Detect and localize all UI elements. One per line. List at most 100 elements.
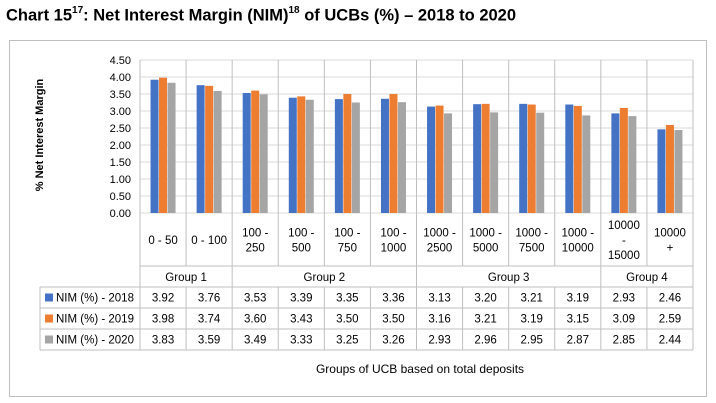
legend-label: NIM (%) - 2019: [56, 314, 134, 326]
legend-key: [45, 314, 53, 323]
bar: [167, 82, 176, 213]
x-tick-label: 250: [246, 243, 265, 255]
data-label: 3.43: [290, 314, 312, 326]
bar: [159, 77, 168, 214]
chart-title-prefix: Chart 15: [6, 6, 73, 25]
bar: [213, 90, 222, 213]
data-label: 3.74: [198, 314, 221, 326]
data-label: 2.85: [613, 335, 635, 347]
data-label: 3.15: [567, 314, 589, 326]
legend-key: [45, 335, 53, 344]
bar: [536, 112, 545, 213]
x-tick-label: +: [667, 243, 674, 255]
legend-label: NIM (%) - 2018: [56, 293, 134, 305]
bar: [288, 97, 297, 213]
bar: [527, 104, 536, 213]
bar: [565, 104, 574, 213]
data-label: 3.39: [290, 293, 312, 305]
x-tick-label: 10000: [562, 243, 594, 255]
data-label: 3.26: [382, 335, 404, 347]
bar: [380, 98, 389, 213]
bar: [444, 113, 453, 213]
bar: [490, 112, 499, 213]
data-label: 3.49: [244, 335, 266, 347]
data-label: 3.36: [382, 293, 404, 305]
y-axis-label: % Net Interest Margin: [34, 78, 46, 191]
data-label: 3.19: [567, 293, 589, 305]
data-label: 2.59: [659, 314, 681, 326]
data-label: 3.20: [474, 293, 496, 305]
data-label: 2.93: [613, 293, 635, 305]
bar: [351, 102, 360, 213]
data-label: 3.21: [474, 314, 496, 326]
y-tick-label: 1.00: [110, 174, 131, 186]
legend-label: NIM (%) - 2020: [56, 335, 134, 347]
chart-title: Chart 1517: Net Interest Margin (NIM)18 …: [6, 5, 517, 26]
y-tick-label: 3.50: [110, 89, 131, 101]
x-tick-label: 100 -: [334, 228, 360, 240]
chart-title-suffix: of UCBs (%) – 2018 to 2020: [299, 6, 517, 25]
bar: [611, 113, 620, 213]
data-label: 3.50: [336, 314, 358, 326]
bar: [397, 102, 406, 213]
x-tick-label: 15000: [608, 250, 640, 262]
x-tick-label: -: [622, 235, 626, 247]
data-label: 3.59: [198, 335, 220, 347]
bar: [297, 96, 306, 213]
data-label: 3.83: [152, 335, 174, 347]
data-label: 3.25: [336, 335, 358, 347]
x-tick-label: 750: [338, 243, 357, 255]
bar: [389, 94, 398, 213]
x-tick-label: 100 -: [380, 228, 406, 240]
data-label: 3.13: [428, 293, 450, 305]
bar: [665, 124, 674, 213]
bar: [435, 105, 444, 213]
data-label: 3.60: [244, 314, 266, 326]
x-tick-label: 0 - 100: [191, 235, 227, 247]
bar: [196, 85, 205, 213]
bar: [205, 85, 214, 213]
bar: [150, 79, 159, 213]
y-tick-label: 0.50: [110, 191, 131, 203]
x-tick-label: 100 -: [242, 228, 268, 240]
x-tick-label: 1000: [381, 243, 407, 255]
chart-frame: [9, 40, 707, 397]
bar: [242, 92, 251, 213]
data-label: 3.98: [152, 314, 174, 326]
data-label: 3.35: [336, 293, 358, 305]
bar: [481, 103, 490, 213]
y-tick-label: 3.00: [110, 106, 131, 118]
x-tick-label: 500: [292, 243, 311, 255]
group-label: Group 2: [304, 272, 346, 284]
x-tick-label: 0 - 50: [148, 235, 177, 247]
data-label: 2.87: [567, 335, 589, 347]
x-tick-label: 100 -: [288, 228, 314, 240]
bar: [628, 116, 637, 213]
bar: [657, 129, 666, 213]
bar: [251, 90, 260, 213]
y-tick-label: 0.00: [110, 208, 131, 220]
data-label: 2.46: [659, 293, 681, 305]
bar: [473, 104, 482, 213]
data-label: 3.09: [613, 314, 635, 326]
chart-title-footnote-2: 18: [288, 5, 300, 16]
bar: [334, 99, 343, 213]
data-label: 3.50: [382, 314, 404, 326]
x-tick-label: 10000: [654, 228, 686, 240]
chart-title-footnote-1: 17: [72, 5, 84, 16]
bar: [519, 103, 528, 213]
chart-title-middle: : Net Interest Margin (NIM): [83, 6, 289, 25]
data-label: 3.21: [521, 293, 543, 305]
x-tick-label: 1000 -: [423, 228, 456, 240]
x-tick-label: 10000: [608, 220, 640, 232]
bar: [674, 130, 683, 213]
y-tick-label: 4.50: [110, 55, 131, 67]
bar: [427, 106, 436, 213]
data-label: 3.19: [521, 314, 543, 326]
bar: [619, 107, 628, 213]
data-label: 2.95: [521, 335, 543, 347]
data-label: 3.33: [290, 335, 312, 347]
data-label: 2.44: [659, 335, 682, 347]
group-label: Group 1: [165, 272, 207, 284]
bar: [343, 94, 352, 213]
